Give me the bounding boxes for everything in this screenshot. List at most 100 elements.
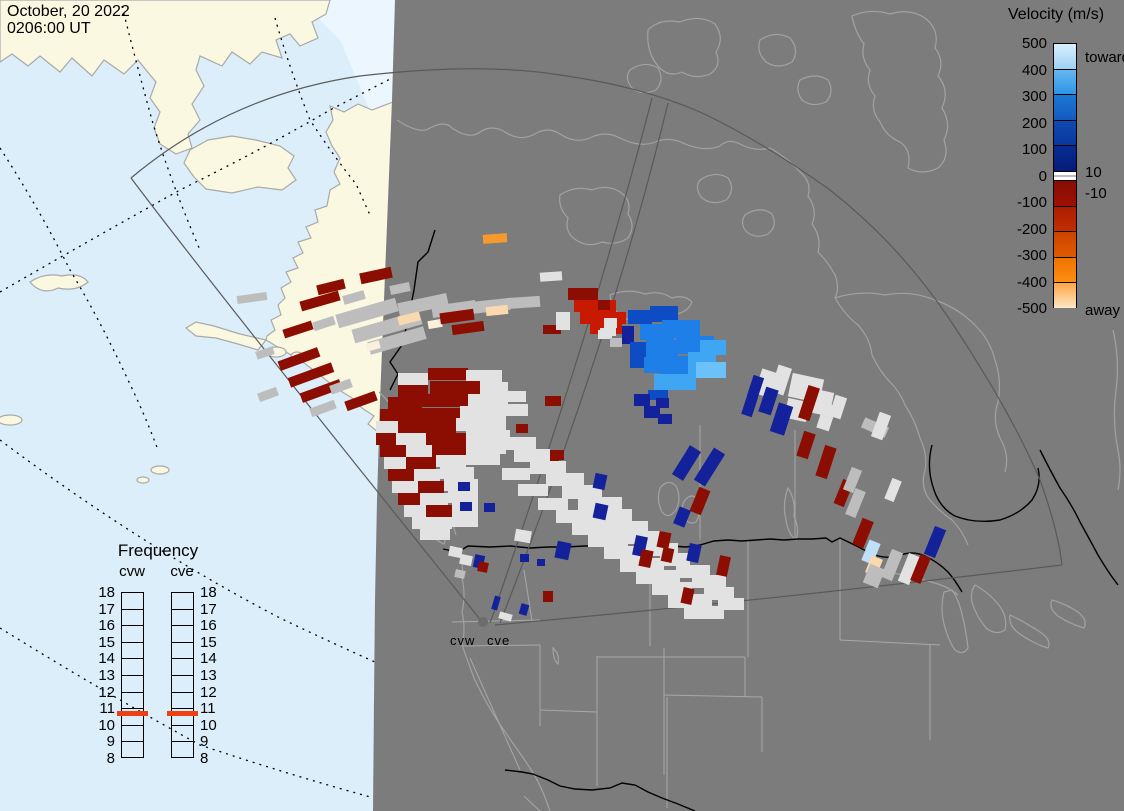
scatter-cell (392, 481, 418, 493)
scatter-cell (380, 445, 406, 457)
scatter-cell (396, 433, 426, 445)
scatter-cell (342, 290, 366, 305)
scatter-cell (592, 472, 608, 491)
scatter-cell (634, 394, 650, 406)
scatter-cell (718, 598, 744, 610)
scatter-cell (588, 534, 628, 547)
scatter-cell (870, 411, 892, 441)
scatter-cell (545, 396, 561, 406)
scatter-cell (622, 326, 634, 344)
scatter-cell (662, 320, 700, 338)
scatter-cell (428, 368, 468, 380)
scatter-cell (796, 430, 816, 460)
scatter-cell (520, 554, 529, 562)
scatter-cell (505, 295, 541, 310)
scatter-cell (498, 611, 513, 622)
scatter-cell (546, 473, 584, 486)
scatter-cell (692, 575, 726, 588)
scatter-cell (648, 390, 668, 400)
scatter-cell (406, 457, 436, 469)
scatter-cell (452, 515, 478, 527)
scatter-cell (460, 406, 506, 419)
scatter-cell (568, 288, 598, 300)
scatter-cell (398, 373, 428, 385)
scatter-cell (408, 408, 460, 421)
scatter-cell (696, 362, 726, 378)
scatter-cell (504, 404, 528, 416)
scatter-cell (451, 320, 485, 336)
scatter-cell (502, 468, 530, 480)
scatter-cell (482, 233, 508, 244)
scatter-cell (656, 398, 669, 408)
scatter-cell (554, 540, 572, 561)
scatter-cell (404, 505, 426, 517)
scatter-cell (426, 433, 466, 446)
scatter-cell (630, 342, 646, 368)
scatter-cell (376, 433, 396, 445)
scatter-cell (543, 591, 553, 602)
scatter-cell (477, 561, 489, 573)
scatter-cell (376, 421, 398, 433)
scatter-cell (506, 391, 526, 402)
scatter-cell (686, 542, 702, 564)
scatter-cell (658, 414, 672, 424)
scatter-cell (704, 587, 734, 600)
scatter-cell (388, 469, 414, 481)
scatter-cell (562, 485, 602, 499)
scatter-cell (538, 498, 568, 510)
scatter-cell (612, 521, 648, 534)
scatter-cell (309, 399, 337, 418)
scatter-cell (398, 385, 428, 397)
scatter-cell (636, 570, 680, 584)
scatter-cell (654, 374, 696, 390)
scatter-cell (514, 528, 532, 544)
scatter-cell (255, 346, 275, 360)
scatter-cell (422, 394, 468, 407)
scatter-cell (537, 559, 545, 566)
scatter-cell (530, 461, 566, 474)
scatter-cell (716, 555, 731, 577)
scatter-cell (610, 338, 622, 347)
scatter-cell (604, 318, 617, 328)
scatter-cell (572, 522, 612, 535)
scatter-cell (650, 306, 678, 322)
sea-pale-strip (300, 0, 395, 160)
scatter-cell (440, 467, 474, 479)
magnetic-grid-dotted (0, 5, 393, 799)
scatter-cell (480, 382, 508, 394)
scatter-cell (884, 477, 902, 503)
scatter-cell (700, 340, 726, 355)
scatter-cell (418, 481, 444, 493)
scatter-cell (628, 310, 652, 324)
scatter-cell (923, 525, 947, 559)
scatter-cell (448, 491, 478, 503)
scatter-cell (485, 304, 509, 317)
scatter-cell (257, 386, 279, 403)
scatter-cell (684, 606, 724, 619)
scatter-cell (388, 397, 422, 409)
scatter-cell (432, 445, 466, 458)
scatter-cell (466, 453, 500, 465)
scatter-cell (518, 484, 548, 496)
scatter-cell (491, 595, 501, 611)
scatter-cell (460, 502, 472, 511)
scatter-cell (514, 449, 550, 462)
scatter-cell (459, 553, 473, 567)
scatter-cell (543, 325, 561, 334)
scatter-cell (380, 409, 408, 421)
scatter-cell (312, 315, 336, 332)
scatter-cell (741, 394, 758, 418)
scatter-cell (815, 444, 837, 480)
scatter-cell (420, 529, 450, 540)
scatter-cell (456, 418, 506, 431)
scatter-cell (580, 312, 626, 324)
scatter-cell (550, 450, 564, 460)
scatter-cell (412, 517, 452, 529)
scatter-cell (466, 370, 502, 382)
scatter-cell (398, 421, 456, 434)
scatter-cell (466, 430, 510, 443)
scatter-cell (468, 394, 508, 407)
scatter-cell (426, 505, 452, 517)
